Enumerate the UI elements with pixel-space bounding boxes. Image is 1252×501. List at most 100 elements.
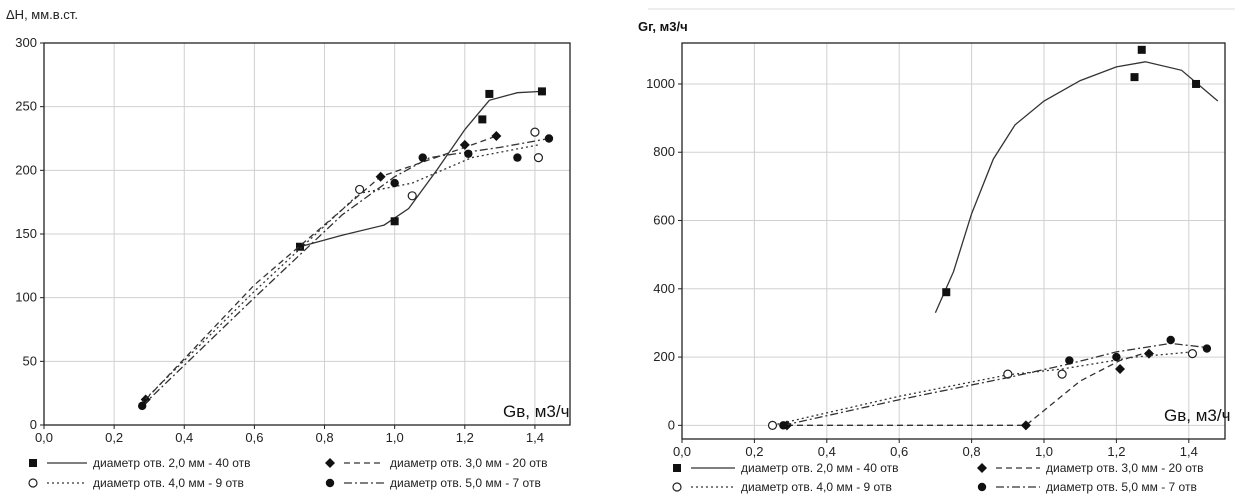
series-line bbox=[934, 61, 1219, 313]
data-point bbox=[1020, 420, 1031, 431]
chart1-x-tick-labels: 0,0 0,2 0,4 0,6 0,8 1,0 1,2 1,4 bbox=[35, 430, 544, 445]
data-point bbox=[537, 87, 546, 96]
chart1-grid bbox=[43, 42, 570, 426]
data-point bbox=[355, 184, 365, 195]
x-tick-label: 0,6 bbox=[890, 444, 908, 459]
chart2-axes bbox=[678, 42, 1226, 443]
y-tick-label: 250 bbox=[15, 99, 37, 114]
legend-label: диаметр отв. 4,0 мм - 9 отв bbox=[93, 476, 244, 490]
legend-marker bbox=[28, 478, 38, 488]
data-point bbox=[418, 153, 427, 162]
y-tick-label: 800 bbox=[653, 144, 675, 159]
series-4 bbox=[137, 134, 554, 411]
chart2-x-tick-labels: 0,0 0,2 0,4 0,6 0,8 1,0 1,2 1,4 bbox=[673, 444, 1198, 459]
chart-pressure-drop: 0,0 0,2 0,4 0,6 0,8 1,0 1,2 1,4 0 50 100 150 200 250… bbox=[6, 7, 571, 490]
series-2 bbox=[140, 130, 502, 405]
y-tick-label: 400 bbox=[653, 281, 675, 296]
series-3 bbox=[767, 349, 1198, 430]
data-point bbox=[464, 149, 473, 158]
x-tick-label: 0,0 bbox=[35, 430, 53, 445]
legend-item: диаметр отв. 5,0 мм - 7 отв bbox=[325, 476, 541, 490]
chart1-y-tick-labels: 0 50 100 150 200 250 300 bbox=[15, 35, 37, 432]
y-tick-label: 600 bbox=[653, 213, 675, 228]
chart2-grid bbox=[681, 43, 1225, 439]
legend-label: диаметр отв. 4,0 мм - 9 отв bbox=[741, 480, 892, 494]
chart1-series bbox=[137, 87, 554, 411]
chart2-series bbox=[767, 45, 1219, 431]
data-point bbox=[459, 139, 470, 150]
legend-label: диаметр отв. 5,0 мм - 7 отв bbox=[390, 476, 541, 490]
x-tick-label: 0,4 bbox=[175, 430, 193, 445]
data-point bbox=[544, 134, 554, 143]
y-tick-label: 0 bbox=[30, 417, 37, 432]
x-tick-label: 1,4 bbox=[526, 430, 544, 445]
y-tick-label: 100 bbox=[15, 290, 37, 305]
y-tick-label: 300 bbox=[15, 35, 37, 50]
series-line bbox=[145, 135, 497, 400]
data-point bbox=[1202, 344, 1212, 353]
chart2-y-tick-labels: 0 200 400 600 800 1000 bbox=[646, 76, 675, 432]
data-point bbox=[1112, 352, 1121, 362]
y-tick-label: 150 bbox=[15, 226, 37, 241]
x-tick-label: 0,6 bbox=[245, 430, 263, 445]
series-line bbox=[141, 137, 550, 407]
chart2-legend: диаметр отв. 2,0 мм - 40 отв диаметр отв.… bbox=[672, 461, 1204, 494]
data-point bbox=[513, 153, 522, 162]
series-line bbox=[783, 342, 1207, 426]
chart1-axes bbox=[40, 42, 571, 429]
legend-item: диаметр отв. 4,0 мм - 9 отв bbox=[672, 480, 892, 494]
x-tick-label: 0,0 bbox=[673, 444, 691, 459]
legend-label: диаметр отв. 3,0 мм - 20 отв bbox=[1046, 461, 1204, 475]
legend-label: диаметр отв. 5,0 мм - 7 отв bbox=[1046, 480, 1197, 494]
series-2 bbox=[781, 348, 1154, 431]
data-point bbox=[530, 127, 540, 137]
data-point bbox=[407, 191, 417, 201]
data-point bbox=[295, 242, 304, 251]
legend-marker bbox=[977, 463, 987, 473]
data-point bbox=[533, 153, 544, 163]
legend-marker bbox=[673, 464, 681, 472]
x-tick-label: 1,2 bbox=[456, 430, 474, 445]
series-1 bbox=[934, 45, 1219, 313]
data-point bbox=[478, 115, 487, 124]
x-tick-label: 1,0 bbox=[386, 430, 404, 445]
data-point bbox=[767, 420, 778, 430]
series-line bbox=[141, 144, 539, 403]
chart1-x-axis-label: Gв, м3/ч bbox=[503, 402, 569, 421]
legend-marker bbox=[977, 482, 987, 492]
series-3 bbox=[141, 127, 544, 403]
legend-marker bbox=[325, 478, 335, 488]
x-tick-label: 1,4 bbox=[1180, 444, 1198, 459]
y-tick-label: 50 bbox=[23, 353, 37, 368]
chart2-y-axis-label: Gг, м3/ч bbox=[638, 19, 688, 34]
data-point bbox=[1137, 45, 1146, 54]
legend-item: диаметр отв. 5,0 мм - 7 отв bbox=[977, 480, 1197, 494]
chart1-legend: диаметр отв. 2,0 мм - 40 отв диаметр отв.… bbox=[28, 456, 548, 490]
legend-label: диаметр отв. 2,0 мм - 40 отв bbox=[741, 461, 899, 475]
y-tick-label: 1000 bbox=[646, 76, 675, 91]
data-point bbox=[1187, 349, 1198, 359]
legend-item: диаметр отв. 2,0 мм - 40 отв bbox=[673, 461, 899, 475]
x-tick-label: 0,2 bbox=[105, 430, 123, 445]
series-line bbox=[787, 351, 1150, 426]
legend-item: диаметр отв. 3,0 мм - 20 отв bbox=[325, 456, 548, 470]
data-point bbox=[1057, 369, 1067, 379]
chart-gas-flow: 0,0 0,2 0,4 0,6 0,8 1,0 1,2 1,4 0 200 400 600 800 10… bbox=[638, 8, 1235, 494]
x-tick-label: 1,0 bbox=[1035, 444, 1053, 459]
x-tick-label: 1,2 bbox=[1107, 444, 1125, 459]
series-1 bbox=[295, 87, 546, 251]
series-line bbox=[299, 90, 542, 248]
x-tick-label: 0,8 bbox=[963, 444, 981, 459]
y-tick-label: 200 bbox=[653, 349, 675, 364]
x-tick-label: 0,2 bbox=[745, 444, 763, 459]
y-tick-label: 200 bbox=[15, 162, 37, 177]
data-point bbox=[942, 288, 951, 297]
data-point bbox=[1115, 364, 1126, 375]
x-tick-label: 0,4 bbox=[818, 444, 836, 459]
data-point bbox=[1065, 356, 1074, 365]
data-point bbox=[1130, 73, 1139, 82]
data-point bbox=[137, 401, 147, 411]
legend-label: диаметр отв. 3,0 мм - 20 отв bbox=[390, 456, 548, 470]
legend-marker bbox=[325, 458, 335, 468]
data-point bbox=[779, 421, 788, 430]
